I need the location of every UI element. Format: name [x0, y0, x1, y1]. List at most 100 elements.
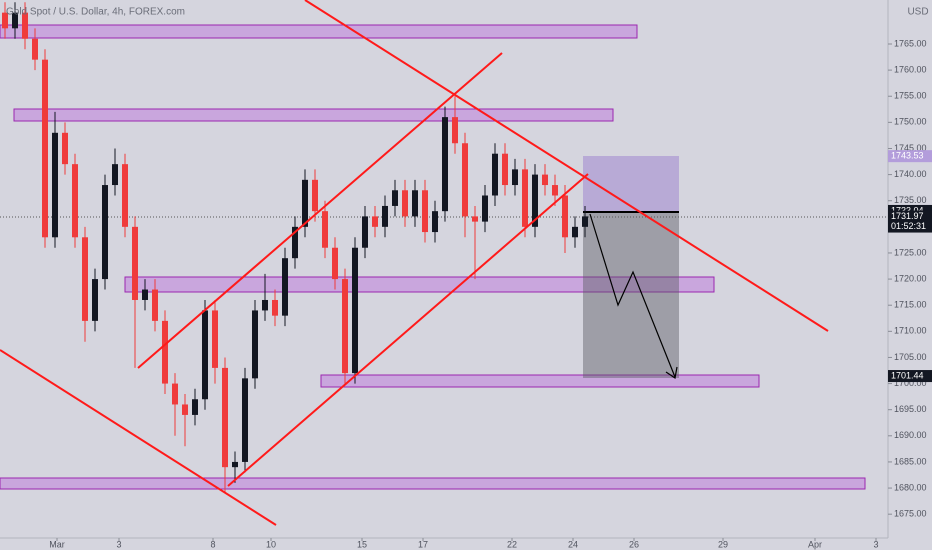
- candle-body: [172, 383, 178, 405]
- candle-body: [502, 153, 508, 186]
- candle-body: [562, 195, 568, 238]
- stop-area: [583, 156, 679, 212]
- price-scale: [888, 0, 932, 550]
- candle-body: [2, 12, 8, 29]
- candle-body: [442, 117, 448, 212]
- y-tick-label: 1705.00: [894, 352, 927, 362]
- trend-line: [304, 0, 829, 332]
- x-tick-label: 15: [357, 539, 367, 549]
- candle-body: [212, 310, 218, 368]
- target-area: [583, 212, 679, 378]
- drawings: [0, 24, 888, 490]
- candle-body: [532, 174, 538, 227]
- candle-body: [412, 190, 418, 217]
- candle-body: [82, 237, 88, 321]
- arrow-head: [665, 366, 678, 380]
- y-tick-label: 1750.00: [894, 117, 927, 127]
- x-tick-label: Apr: [808, 539, 822, 549]
- candle-body: [132, 226, 138, 300]
- y-tick-label: 1760.00: [894, 64, 927, 74]
- chart-title: Gold Spot / U.S. Dollar, 4h, FOREX.com: [6, 7, 185, 18]
- y-tick-label: 1680.00: [894, 482, 927, 492]
- x-tick-label: 3: [873, 539, 878, 549]
- x-tick-label: 17: [418, 539, 428, 549]
- y-tick-label: 1725.00: [894, 247, 927, 257]
- candle-body: [62, 132, 68, 165]
- price-label-bg: [888, 210, 932, 233]
- candle-body: [512, 169, 518, 186]
- candle-body: [542, 174, 548, 186]
- candle-body: [352, 247, 358, 374]
- candle-body: [32, 38, 38, 60]
- countdown: 01:52:31: [891, 221, 926, 231]
- y-tick-label: 1755.00: [894, 91, 927, 101]
- zone: [124, 276, 715, 293]
- y-tick-label: 1735.00: [894, 195, 927, 205]
- price-label: 1743.53: [891, 151, 924, 161]
- candle-body: [452, 117, 458, 144]
- candle-body: [12, 12, 18, 29]
- candle-body: [142, 289, 148, 300]
- forecast-path: [589, 213, 676, 378]
- candle-body: [222, 367, 228, 468]
- candle-body: [92, 279, 98, 321]
- x-tick-label: 8: [210, 539, 215, 549]
- candle-body: [572, 226, 578, 238]
- candle-body: [242, 378, 248, 462]
- candle-body: [282, 258, 288, 316]
- candle-body: [552, 185, 558, 196]
- y-tick-label: 1715.00: [894, 300, 927, 310]
- price-label: 1731.97: [891, 211, 924, 221]
- zone: [0, 24, 638, 39]
- x-tick-label: 24: [568, 539, 578, 549]
- candle-body: [392, 190, 398, 206]
- candle-body: [112, 164, 118, 186]
- zone: [320, 374, 760, 388]
- price-label: 1701.44: [891, 370, 924, 380]
- x-tick-label: 10: [266, 539, 276, 549]
- y-tick-label: 1745.00: [894, 143, 927, 153]
- candle-body: [192, 399, 198, 415]
- candle-body: [22, 12, 28, 39]
- candle-body: [342, 279, 348, 374]
- candle-body: [322, 211, 328, 248]
- candle-body: [52, 132, 58, 238]
- candle-body: [182, 404, 188, 415]
- y-tick-label: 1690.00: [894, 430, 927, 440]
- zone: [0, 477, 866, 490]
- candle-body: [402, 190, 408, 217]
- x-tick-label: 3: [116, 539, 121, 549]
- x-tick-label: 26: [629, 539, 639, 549]
- candle-body: [422, 190, 428, 233]
- y-tick-label: 1700.00: [894, 378, 927, 388]
- candle-body: [42, 59, 48, 238]
- x-tick-label: Mar: [49, 539, 65, 549]
- unit-label: USD: [907, 7, 928, 18]
- candle-body: [382, 205, 388, 227]
- candle-body: [252, 310, 258, 379]
- candle-body: [432, 211, 438, 233]
- x-tick-label: 29: [718, 539, 728, 549]
- candle-body: [332, 247, 338, 280]
- trend-line: [227, 173, 589, 487]
- candle-body: [492, 153, 498, 196]
- trend-lines: [0, 0, 829, 526]
- y-tick-label: 1720.00: [894, 273, 927, 283]
- trend-line: [0, 349, 277, 526]
- price-label: 1733.04: [891, 205, 924, 215]
- candle-body: [292, 226, 298, 259]
- y-tick-label: 1710.00: [894, 326, 927, 336]
- y-tick-label: 1765.00: [894, 38, 927, 48]
- candle-body: [152, 289, 158, 321]
- candle-body: [162, 320, 168, 384]
- trend-line: [137, 52, 503, 369]
- candle-body: [362, 216, 368, 248]
- candle-body: [462, 143, 468, 217]
- candles: [2, 2, 588, 494]
- candle-body: [122, 164, 128, 227]
- candle-body: [312, 179, 318, 212]
- candle-body: [472, 216, 478, 222]
- candle-body: [482, 195, 488, 222]
- candle-body: [372, 216, 378, 227]
- candle-body: [582, 216, 588, 227]
